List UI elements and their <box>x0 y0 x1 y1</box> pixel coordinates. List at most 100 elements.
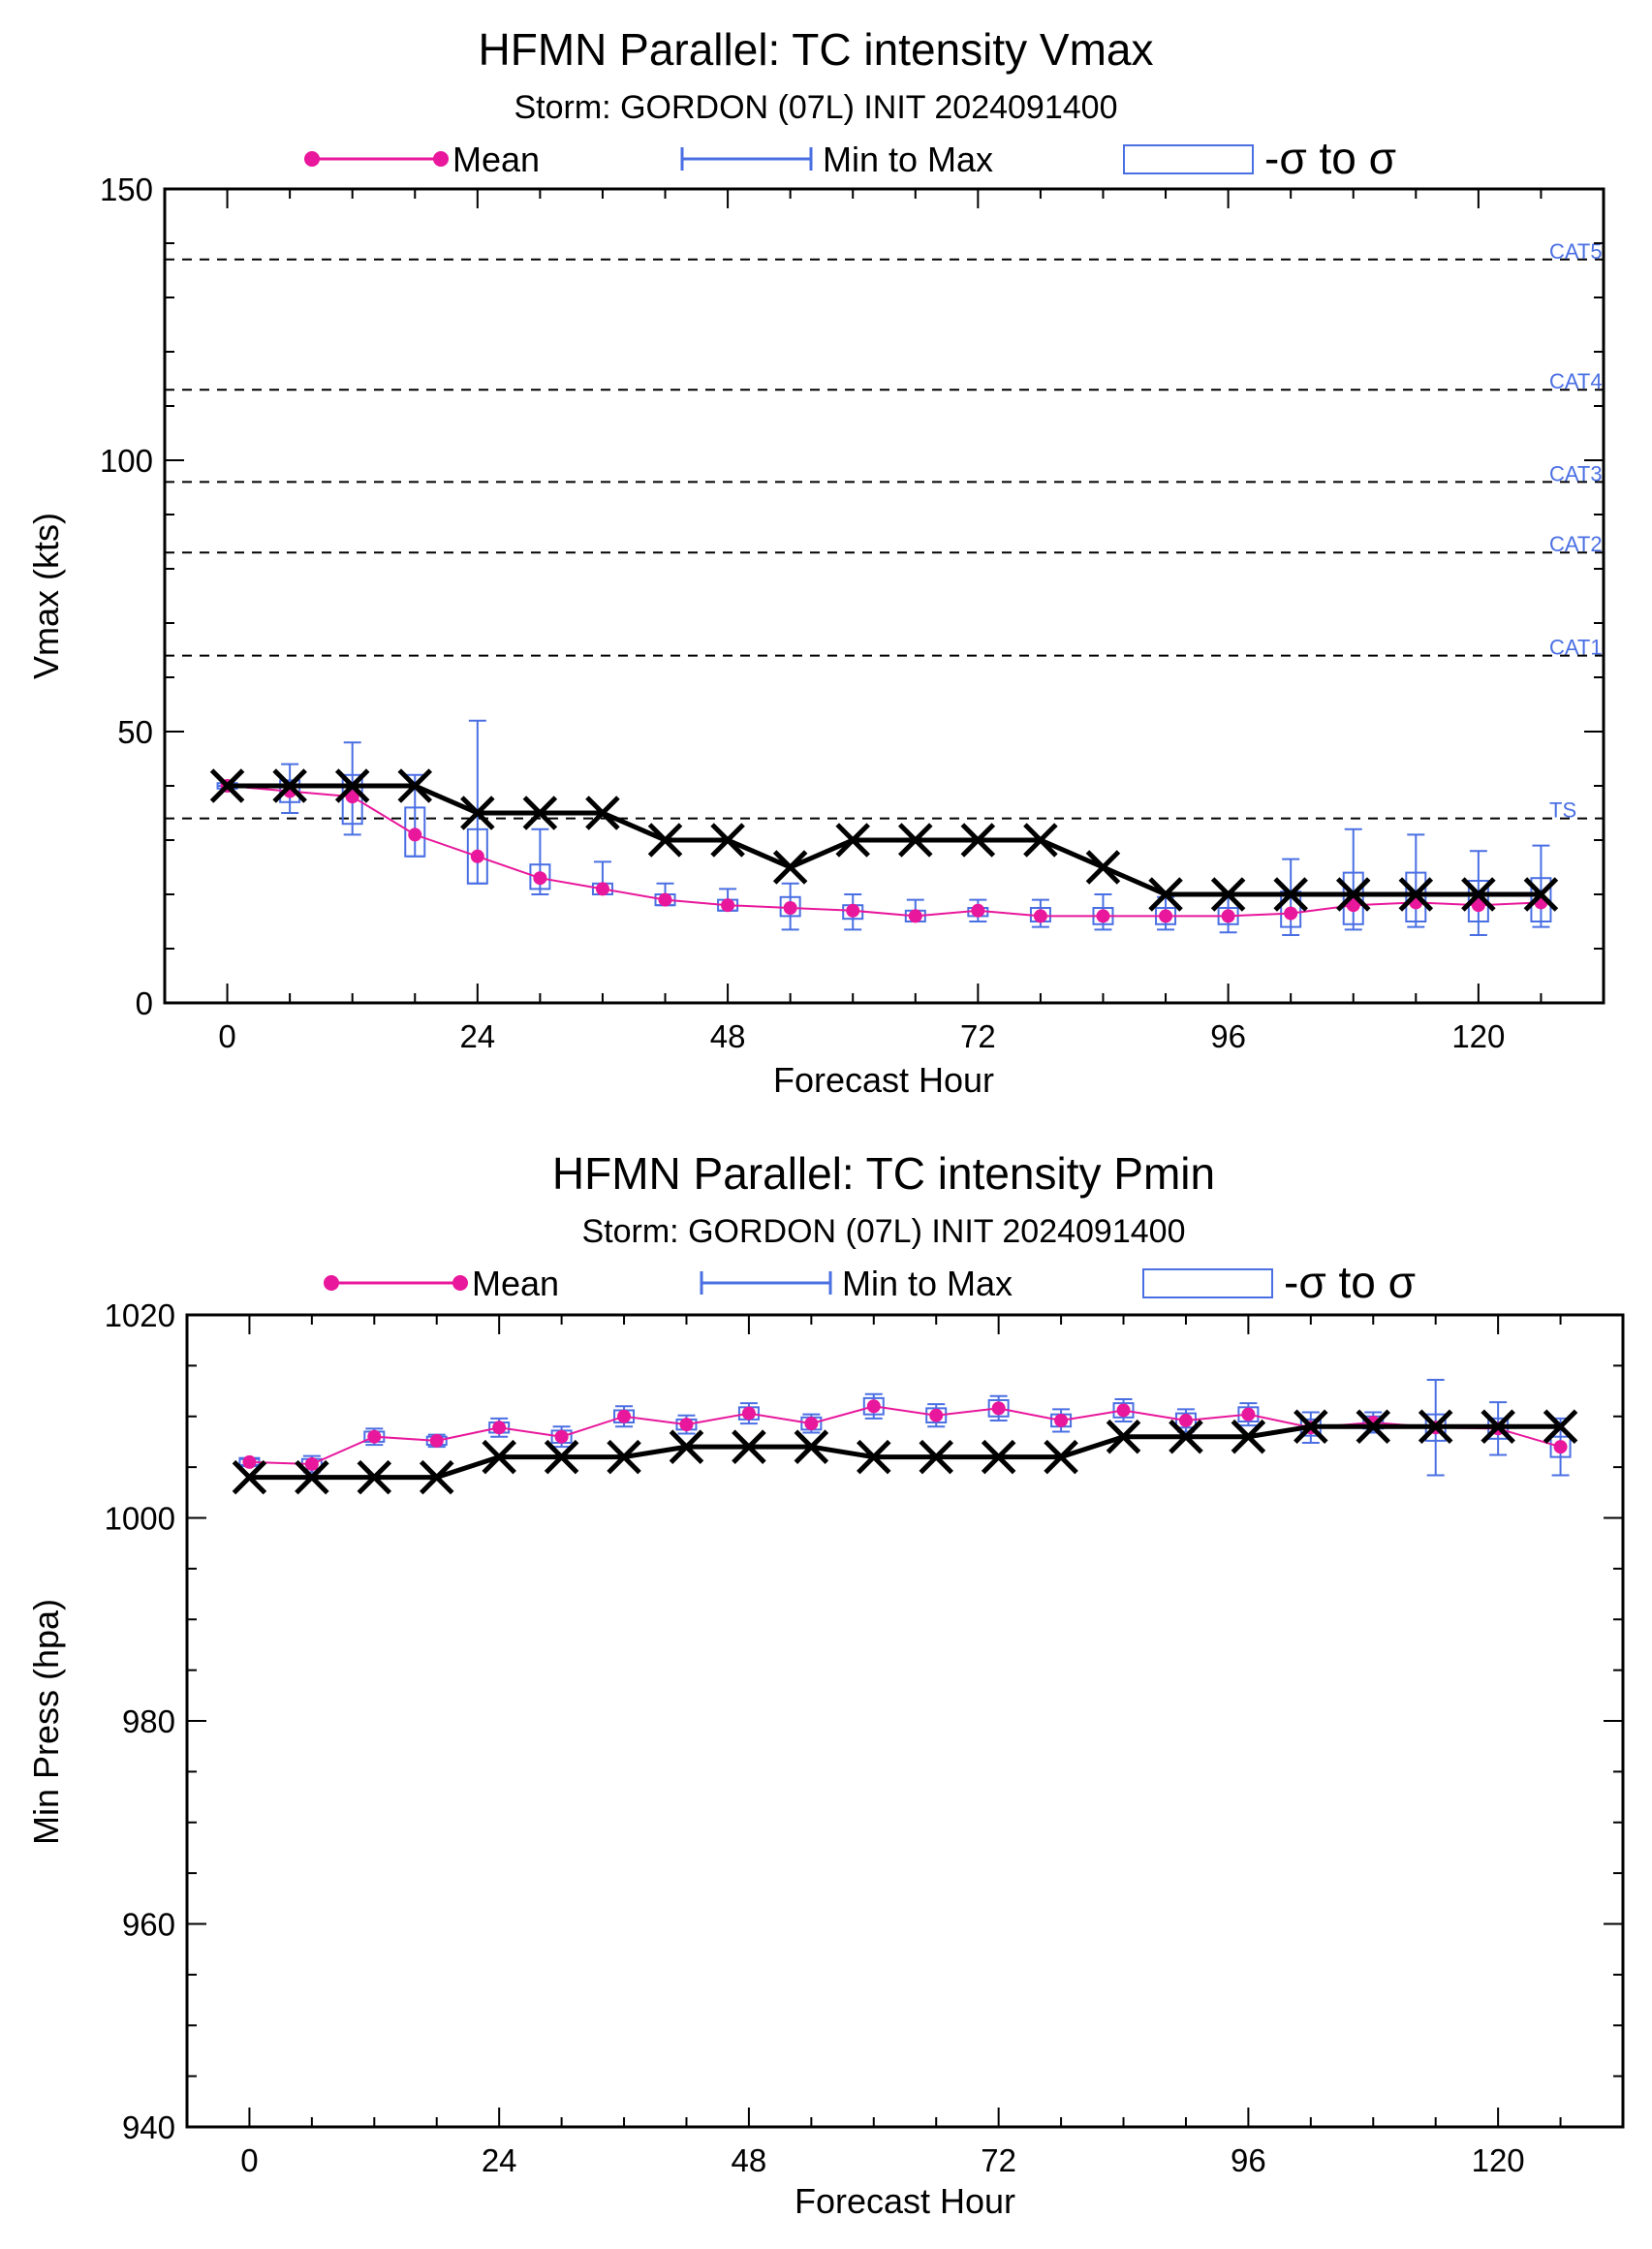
vmax-sigma-box <box>1342 871 1364 925</box>
pmin-legend-minmax-label: Min to Max <box>842 1264 1013 1303</box>
vmax-observed-marker <box>1335 877 1371 912</box>
vmax-mean-point <box>408 828 422 842</box>
vmax-mean-point <box>1159 909 1173 923</box>
vmax-sigma-box <box>341 773 363 826</box>
pmin-sigma-box <box>925 1407 948 1424</box>
vmax-x-tick-label: 120 <box>1451 1018 1505 1054</box>
pmin-observed-marker <box>981 1439 1016 1475</box>
vmax-legend-sigma-symbol <box>1123 144 1254 174</box>
pmin-observed-marker <box>1044 1439 1078 1475</box>
pmin-mean-point <box>1054 1413 1069 1427</box>
pmin-observed-marker <box>357 1459 392 1495</box>
vmax-threshold-label: CAT1 <box>1549 636 1603 660</box>
vmax-threshold-label: CAT4 <box>1549 369 1603 393</box>
pmin-axis-ticks: 0 24 48 72 96 120 940 960 980 1000 1020 <box>105 1297 1623 2178</box>
vmax-x-tick-label: 96 <box>1210 1018 1246 1054</box>
vmax-legend-minmax-label: Min to Max <box>823 140 993 179</box>
vmax-legend-sigma-label: -σ to σ <box>1264 133 1396 183</box>
vmax-mean-point <box>1284 906 1298 921</box>
pmin-x-axis-label: Forecast Hour <box>795 2181 1015 2221</box>
vmax-observed-marker <box>647 823 683 858</box>
vmax-mean-point <box>1033 909 1047 923</box>
pmin-mean-point <box>741 1406 756 1421</box>
vmax-observed-marker <box>1085 850 1121 885</box>
vmax-observed-line <box>227 783 1542 897</box>
pmin-sigma-box <box>987 1398 1010 1418</box>
pmin-mean-point <box>367 1429 382 1444</box>
vmax-threshold-label: CAT2 <box>1549 532 1603 556</box>
vmax-mean-series <box>220 779 1548 923</box>
vmax-sigma-box <box>1530 877 1552 923</box>
vmax-mean-point <box>721 898 735 913</box>
vmax-observed-marker <box>522 796 558 830</box>
pmin-sigma-box <box>1112 1402 1135 1419</box>
pmin-mean-point <box>679 1418 694 1432</box>
vmax-mean-point <box>1471 898 1485 913</box>
vmax-mean-point <box>595 882 609 896</box>
pmin-observed-marker <box>732 1429 766 1464</box>
vmax-mean-point <box>908 909 922 923</box>
vmax-observed-marker <box>1210 877 1246 912</box>
vmax-category-thresholds: TS CAT1 CAT2 CAT3 CAT4 CAT5 <box>165 239 1604 823</box>
vmax-observed-series <box>209 768 1559 912</box>
pmin-observed-marker <box>1356 1409 1391 1444</box>
pmin-y-tick-label: 980 <box>122 1703 175 1739</box>
pmin-x-tick-label: 24 <box>482 2142 517 2178</box>
vmax-observed-marker <box>334 768 370 803</box>
vmax-threshold-label: CAT5 <box>1549 239 1603 264</box>
pmin-x-tick-label: 120 <box>1472 2142 1525 2178</box>
pmin-legend-mean-label: Mean <box>472 1264 559 1303</box>
pmin-mean-point <box>304 1456 319 1471</box>
pmin-legend: Mean Min to Max -σ to σ <box>324 1257 1416 1307</box>
pmin-x-tick-label: 48 <box>732 2142 767 2178</box>
pmin-sigma-box <box>862 1396 885 1416</box>
vmax-observed-marker <box>272 768 307 803</box>
pmin-y-tick-label: 940 <box>122 2109 175 2145</box>
vmax-sigma-box <box>529 863 551 890</box>
vmax-mean-point <box>470 849 484 863</box>
pmin-observed-series <box>232 1409 1578 1495</box>
vmax-sigma-box <box>466 828 488 885</box>
vmax-observed-marker <box>1148 877 1183 912</box>
vmax-mean-point <box>846 903 860 918</box>
pmin-sigma-box <box>1549 1435 1572 1458</box>
vmax-mean-point <box>533 871 547 886</box>
pmin-x-tick-label: 96 <box>1231 2142 1266 2178</box>
pmin-mean-point <box>866 1399 881 1414</box>
vmax-x-tick-label: 24 <box>459 1018 495 1054</box>
pmin-observed-marker <box>419 1459 454 1495</box>
vmax-plot-frame <box>163 187 1605 1005</box>
pmin-legend-minmax-symbol <box>700 1271 832 1295</box>
vmax-x-axis-label: Forecast Hour <box>773 1060 994 1100</box>
pmin-mean-point <box>1241 1407 1256 1421</box>
vmax-chart-subtitle: Storm: GORDON (07L) INIT 2024091400 <box>514 89 1118 126</box>
vmax-mean-point <box>345 790 359 804</box>
vmax-legend-minmax-symbol <box>680 147 813 171</box>
vmax-legend: Mean Min to Max -σ to σ <box>304 133 1396 183</box>
vmax-y-tick-label: 50 <box>117 714 153 750</box>
pmin-legend-sigma-symbol <box>1142 1268 1273 1298</box>
vmax-mean-point <box>1221 909 1235 923</box>
pmin-x-tick-label: 0 <box>240 2142 258 2178</box>
pmin-mean-point <box>929 1408 944 1422</box>
pmin-y-tick-label: 1000 <box>105 1501 175 1537</box>
pmin-panel: HFMN Parallel: TC intensity Pmin Storm: … <box>26 1148 1625 2221</box>
pmin-observed-marker <box>919 1439 953 1475</box>
vmax-observed-marker <box>772 850 808 885</box>
pmin-mean-point <box>617 1409 632 1423</box>
vmax-observed-marker <box>397 768 433 803</box>
vmax-mean-point <box>1096 909 1110 923</box>
vmax-mean-point <box>783 901 797 915</box>
pmin-mean-point <box>554 1429 569 1444</box>
vmax-x-tick-label: 48 <box>710 1018 746 1054</box>
pmin-observed-marker <box>857 1439 891 1475</box>
pmin-observed-marker <box>295 1459 329 1495</box>
pmin-chart-title: HFMN Parallel: TC intensity Pmin <box>552 1148 1215 1199</box>
pmin-plot-frame <box>185 1313 1625 2129</box>
vmax-threshold-label: TS <box>1549 798 1576 823</box>
pmin-observed-marker <box>1481 1409 1515 1444</box>
pmin-observed-marker <box>1294 1409 1328 1444</box>
pmin-mean-point <box>1553 1440 1568 1454</box>
vmax-observed-marker <box>1523 877 1559 912</box>
vmax-threshold-label: CAT3 <box>1549 461 1603 485</box>
